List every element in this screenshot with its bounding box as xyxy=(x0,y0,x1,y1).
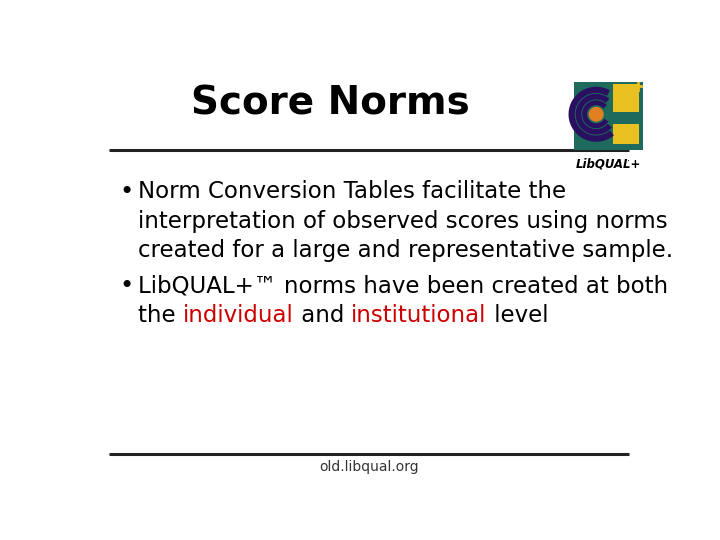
Text: individual: individual xyxy=(183,303,294,327)
Text: the: the xyxy=(138,303,183,327)
FancyBboxPatch shape xyxy=(613,112,639,124)
FancyBboxPatch shape xyxy=(613,124,639,144)
Text: and: and xyxy=(294,303,351,327)
Text: institutional: institutional xyxy=(351,303,487,327)
Text: •: • xyxy=(120,274,134,298)
Text: •: • xyxy=(120,180,134,204)
Text: LibQUAL+: LibQUAL+ xyxy=(576,157,642,170)
Text: ·: · xyxy=(627,156,630,166)
FancyBboxPatch shape xyxy=(613,82,639,84)
Text: LibQUAL+™ norms have been created at both: LibQUAL+™ norms have been created at bot… xyxy=(138,274,668,297)
Text: created for a large and representative sample.: created for a large and representative s… xyxy=(138,239,673,262)
Text: Norm Conversion Tables facilitate the: Norm Conversion Tables facilitate the xyxy=(138,180,566,203)
Text: interpretation of observed scores using norms: interpretation of observed scores using … xyxy=(138,210,667,233)
Text: Score Norms: Score Norms xyxy=(191,84,469,122)
Text: old.libqual.org: old.libqual.org xyxy=(319,460,419,474)
FancyBboxPatch shape xyxy=(575,82,642,150)
Text: level: level xyxy=(487,303,548,327)
FancyBboxPatch shape xyxy=(613,84,639,112)
Circle shape xyxy=(590,107,603,121)
